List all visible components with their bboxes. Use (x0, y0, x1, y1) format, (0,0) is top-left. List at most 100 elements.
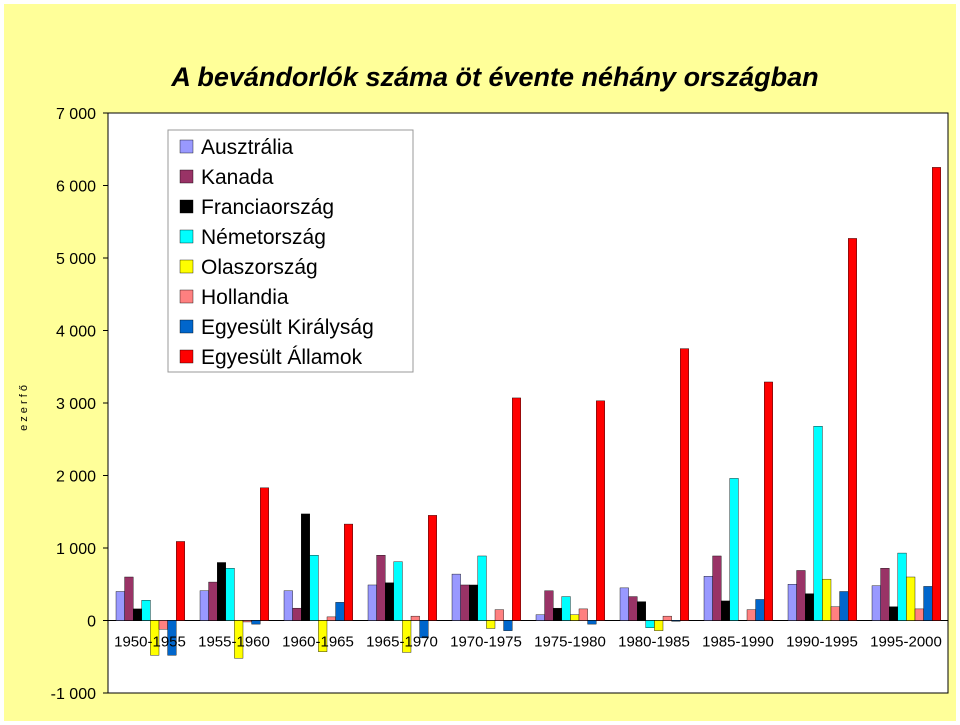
legend-label: Hollandia (201, 286, 289, 309)
bar (385, 582, 395, 621)
bar (848, 238, 858, 621)
bar (578, 608, 588, 621)
bar (822, 578, 832, 621)
bar (141, 600, 151, 621)
y-tick-label: -1 000 (51, 686, 96, 703)
bar (796, 570, 806, 621)
legend-label: Olaszország (201, 256, 318, 279)
x-tick-label: 1990-1995 (786, 634, 858, 651)
bar (260, 487, 270, 621)
y-tick-label: 4 000 (56, 324, 96, 341)
x-tick-label: 1955-1960 (198, 634, 270, 651)
bar (167, 620, 177, 656)
bar (469, 584, 479, 621)
bar (428, 515, 438, 621)
bar (460, 584, 470, 621)
x-tick-label: 1995-2000 (870, 634, 942, 651)
bar (309, 555, 319, 621)
x-tick-label: 1985-1990 (702, 634, 774, 651)
bar (393, 561, 403, 621)
x-tick-label: 1960-1965 (282, 634, 354, 651)
bar (889, 606, 899, 621)
bars (115, 167, 942, 659)
bar (535, 614, 545, 621)
bar (124, 576, 134, 621)
bar (680, 348, 690, 621)
y-tick-label: 0 (87, 614, 96, 631)
x-tick-label: 1965-1970 (366, 634, 438, 651)
bar (619, 587, 629, 621)
legend-swatch (179, 139, 194, 154)
y-tick-label: 6 000 (56, 179, 96, 196)
bar (906, 576, 916, 621)
bar (216, 562, 226, 621)
bar (367, 584, 377, 621)
x-tick-label: 1970-1975 (450, 634, 522, 651)
bar (477, 555, 487, 621)
bar (292, 607, 302, 621)
legend-label: Egyesült Királyság (201, 316, 374, 339)
bar (830, 606, 840, 621)
bar (712, 555, 722, 621)
x-tick-label: 1975-1980 (534, 634, 606, 651)
bar (813, 426, 823, 621)
bar (283, 590, 293, 621)
bar (596, 400, 606, 621)
bar (654, 620, 664, 631)
legend-swatch (179, 349, 194, 364)
bar (512, 397, 522, 621)
bar (671, 620, 681, 622)
legend-swatch (179, 199, 194, 214)
bar (553, 607, 563, 621)
legend-box (167, 129, 414, 373)
bar (132, 608, 142, 621)
bar (755, 599, 765, 621)
bar (225, 568, 235, 621)
legend-label: Egyesült Államok (201, 346, 363, 369)
bar (486, 620, 496, 629)
x-tick-label: 1980-1985 (618, 634, 690, 651)
bar (914, 608, 924, 621)
bar (494, 609, 504, 621)
bar (662, 615, 672, 621)
bar (587, 620, 597, 625)
y-tick-label: 3 000 (56, 396, 96, 413)
legend-swatch (179, 169, 194, 184)
legend-swatch (179, 289, 194, 304)
bar (805, 593, 815, 621)
y-tick-label: 5 000 (56, 251, 96, 268)
bar (923, 586, 933, 621)
legend-swatch (179, 229, 194, 244)
bar (746, 609, 756, 621)
bar (326, 616, 336, 621)
bar (208, 581, 218, 621)
bar (402, 620, 412, 653)
bar (561, 596, 571, 621)
bar (344, 523, 354, 621)
legend: Ausztrália Kanada Franciaország Németország… (167, 129, 414, 373)
bar (175, 541, 185, 621)
bar (199, 590, 209, 621)
bar (158, 620, 168, 630)
bar (301, 513, 311, 621)
bar (115, 591, 125, 621)
bar (544, 590, 554, 621)
bar (645, 620, 655, 628)
legend-swatch (179, 319, 194, 334)
legend-label: Franciaország (201, 196, 334, 219)
bar (729, 478, 739, 621)
bar (637, 601, 647, 621)
bar (150, 620, 160, 656)
bar (410, 615, 420, 621)
bar (764, 381, 774, 621)
bar (503, 620, 513, 631)
legend-label: Németország (201, 226, 326, 249)
bar (242, 620, 252, 623)
chart-title: A bevándorlók száma öt évente néhány ors… (171, 62, 819, 92)
bar (419, 620, 429, 639)
bar (787, 584, 797, 621)
bar (721, 600, 731, 621)
y-tick-label: 1 000 (56, 541, 96, 558)
bar (871, 585, 881, 621)
